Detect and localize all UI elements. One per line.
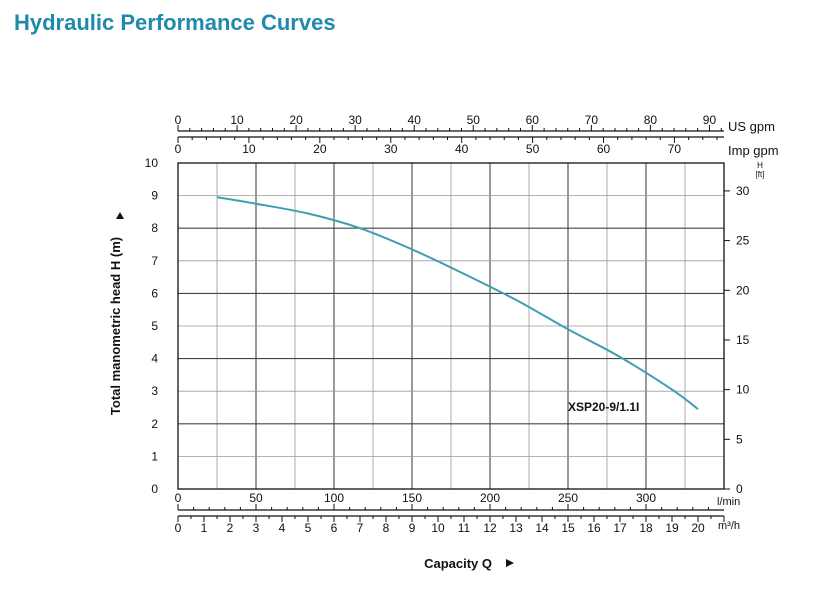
y-tick-label: 10 bbox=[145, 156, 159, 170]
right-tick-label: 30 bbox=[736, 184, 750, 198]
right-tick-label: 25 bbox=[736, 234, 750, 248]
m3h-tick-label: 17 bbox=[613, 521, 627, 535]
y-tick-label: 7 bbox=[151, 254, 158, 268]
m3h-tick-label: 14 bbox=[535, 521, 549, 535]
impgpm-tick-label: 0 bbox=[175, 142, 182, 156]
usgpm-tick-label: 40 bbox=[408, 113, 422, 127]
lmin-tick-label: 0 bbox=[175, 491, 182, 505]
usgpm-tick-label: 70 bbox=[585, 113, 599, 127]
x-axis-arrow-icon bbox=[506, 559, 514, 567]
usgpm-tick-label: 60 bbox=[526, 113, 540, 127]
x-axis-label: Capacity Q bbox=[424, 556, 492, 571]
lmin-tick-label: 250 bbox=[558, 491, 578, 505]
impgpm-tick-label: 60 bbox=[597, 142, 611, 156]
lmin-tick-label: 300 bbox=[636, 491, 656, 505]
curve-label: XSP20-9/1.1I bbox=[568, 400, 639, 414]
m3h-tick-label: 15 bbox=[561, 521, 575, 535]
m3h-tick-label: 6 bbox=[331, 521, 338, 535]
usgpm-unit: US gpm bbox=[728, 119, 775, 134]
y-axis-label: Total manometric head H (m) bbox=[108, 237, 123, 415]
m3h-tick-label: 8 bbox=[383, 521, 390, 535]
right-tick-label: 10 bbox=[736, 383, 750, 397]
page-title: Hydraulic Performance Curves bbox=[14, 10, 336, 35]
y-tick-label: 5 bbox=[151, 319, 158, 333]
impgpm-unit: Imp gpm bbox=[728, 143, 779, 158]
lmin-tick-label: 50 bbox=[249, 491, 263, 505]
right-tick-label: 5 bbox=[736, 432, 743, 446]
lmin-tick-label: 200 bbox=[480, 491, 500, 505]
curve-xsp20 bbox=[216, 196, 699, 410]
usgpm-tick-label: 80 bbox=[644, 113, 658, 127]
y-tick-label: 6 bbox=[151, 286, 158, 300]
usgpm-tick-label: 30 bbox=[348, 113, 362, 127]
m3h-tick-label: 1 bbox=[201, 521, 208, 535]
m3h-tick-label: 7 bbox=[357, 521, 364, 535]
y-tick-label: 8 bbox=[151, 221, 158, 235]
usgpm-tick-label: 90 bbox=[703, 113, 717, 127]
m3h-tick-label: 10 bbox=[431, 521, 445, 535]
grid bbox=[178, 163, 724, 489]
y-axis-arrow-icon bbox=[116, 212, 124, 219]
y-tick-label: 0 bbox=[151, 482, 158, 496]
right-tick-label: 0 bbox=[736, 482, 743, 496]
m3h-tick-label: 2 bbox=[227, 521, 234, 535]
m3h-unit: m³/h bbox=[718, 520, 740, 532]
m3h-tick-label: 12 bbox=[483, 521, 497, 535]
impgpm-tick-label: 20 bbox=[313, 142, 327, 156]
plot-frame bbox=[177, 162, 725, 490]
impgpm-tick-label: 50 bbox=[526, 142, 540, 156]
right-tick-label: 15 bbox=[736, 333, 750, 347]
impgpm-tick-label: 40 bbox=[455, 142, 469, 156]
m3h-tick-label: 0 bbox=[175, 521, 182, 535]
usgpm-tick-label: 0 bbox=[175, 113, 182, 127]
right-tick-label: 20 bbox=[736, 283, 750, 297]
m3h-tick-label: 20 bbox=[691, 521, 705, 535]
impgpm-tick-label: 10 bbox=[242, 142, 256, 156]
m3h-tick-label: 5 bbox=[305, 521, 312, 535]
usgpm-tick-label: 20 bbox=[289, 113, 303, 127]
m3h-tick-label: 3 bbox=[253, 521, 260, 535]
m3h-tick-label: 13 bbox=[509, 521, 523, 535]
lmin-unit: l/min bbox=[717, 496, 740, 508]
y-tick-label: 3 bbox=[151, 384, 158, 398]
lmin-tick-label: 100 bbox=[324, 491, 344, 505]
m3h-tick-label: 18 bbox=[639, 521, 653, 535]
y-tick-label: 4 bbox=[151, 352, 158, 366]
right-unit-bottom: [ft] bbox=[756, 170, 765, 179]
impgpm-tick-label: 70 bbox=[668, 142, 682, 156]
m3h-tick-label: 4 bbox=[279, 521, 286, 535]
y-tick-label: 1 bbox=[151, 449, 158, 463]
m3h-tick-label: 19 bbox=[665, 521, 679, 535]
m3h-tick-label: 16 bbox=[587, 521, 601, 535]
impgpm-tick-label: 30 bbox=[384, 142, 398, 156]
right-unit-top: H bbox=[757, 161, 763, 170]
m3h-tick-label: 11 bbox=[458, 521, 471, 535]
y-tick-label: 9 bbox=[151, 189, 158, 203]
usgpm-tick-label: 10 bbox=[230, 113, 244, 127]
usgpm-tick-label: 50 bbox=[467, 113, 481, 127]
y-tick-label: 2 bbox=[151, 417, 158, 431]
lmin-tick-label: 150 bbox=[402, 491, 422, 505]
m3h-tick-label: 9 bbox=[409, 521, 416, 535]
